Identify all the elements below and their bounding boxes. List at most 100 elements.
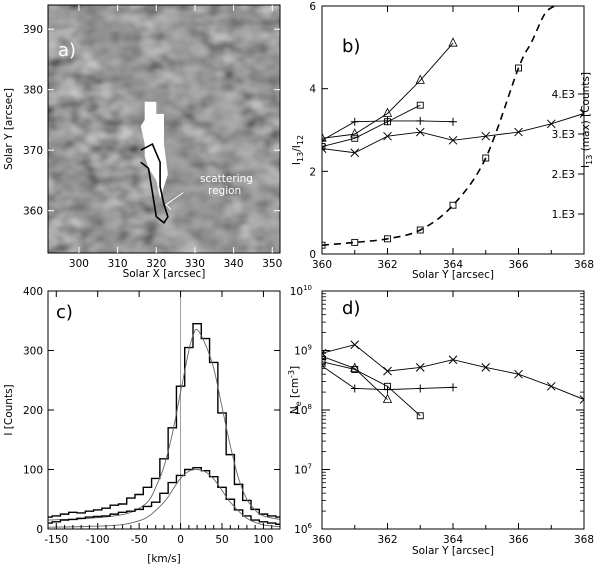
panel-d: 360 362 364 366 368 106 107 108 109 1010 Solar Y… [287, 284, 594, 557]
panel-d-x-tick-label: 362 [377, 534, 397, 546]
ylabel-d-part2: e [294, 401, 303, 406]
panel-b-x-tick-label: 360 [312, 259, 332, 271]
panel-b-series-1-point [351, 134, 359, 142]
panel-c: -150 -100 -50 0 50 100 0 100 200 300 400 [km/s] I… [3, 286, 281, 565]
panel-d-series-3-point [351, 366, 359, 373]
panel-b-x-axis: 360 362 364 366 368 [312, 6, 594, 271]
panel-b-x-tick-label: 364 [443, 259, 463, 271]
panel-b-series-2-point [416, 116, 425, 125]
panel-d-label: d) [342, 298, 360, 319]
panel-c-label: c) [56, 302, 73, 323]
panel-b: 360 362 364 366 368 0 2 4 6 1.E3 2.E3 3.E3 4.E3 So… [291, 1, 594, 281]
panel-d-series-0-point [546, 381, 556, 391]
panel-b-series-3-point [481, 131, 491, 141]
panel-c-y-tick-label: 300 [23, 346, 43, 358]
panel-a-x-tick-label: 350 [262, 258, 282, 270]
panel-d-x-axis: 360 362 364 366 368 [312, 291, 594, 546]
panel-d-series-2-point [382, 393, 393, 403]
panel-b-series-4-point [384, 235, 391, 243]
panel-c-y-axis: 0 100 200 300 400 [23, 286, 280, 536]
scattering-region-contour [140, 142, 169, 224]
panel-b-series-0-point [382, 107, 393, 117]
scattering-region-label-line2: region [208, 185, 241, 197]
panel-c-x-axis: -150 -100 -50 0 50 100 [44, 291, 281, 546]
scattering-region-arrow-head [165, 200, 173, 210]
panel-b-series-0-point [350, 128, 360, 138]
panel-d-x-tick-label: 366 [508, 534, 528, 546]
panel-c-series-2-histogram [48, 467, 280, 525]
panel-d-series-3-point [416, 412, 424, 420]
panel-a-x-tick-label: 300 [69, 258, 89, 270]
panel-b-y2-tick-label: 3.E3 [552, 129, 575, 141]
panel-d-series-3-line [322, 361, 421, 417]
panel-b-series-3-point [579, 109, 584, 118]
panel-d-y-tick-label: 108 [294, 403, 312, 417]
panel-d-y-tick-label: 1010 [290, 284, 312, 298]
panel-b-y2-tick-label: 2.E3 [552, 169, 575, 181]
panel-d-series-0-point [514, 369, 523, 379]
panel-d-series-3-point [384, 382, 391, 390]
y2label-b-part3: (max) [Counts] [580, 72, 592, 155]
panel-b-left-y-axis: 0 2 4 6 [309, 1, 328, 261]
panel-d-y-tick-label: 106 [294, 522, 312, 536]
ylabel-d-part4: -3 [287, 370, 296, 378]
panel-c-series-1-fit [48, 328, 280, 521]
panel-b-y-tick-label: 2 [309, 166, 316, 178]
panel-d-series-2-point [322, 350, 327, 360]
panel-d-series-0-point [415, 363, 425, 372]
panel-a-x-tick-label: 310 [108, 258, 128, 270]
panel-d-frame [321, 290, 585, 530]
panel-b-y2-axis-label: I13 (max) [Counts] [580, 72, 594, 168]
panel-c-x-tick-label: -100 [86, 534, 110, 546]
ylabel-d-part1: N [289, 406, 301, 414]
panel-b-series-3-point [514, 127, 523, 137]
panel-b-x-tick-label: 362 [377, 259, 397, 271]
panel-d-x-tick-label: 364 [443, 534, 463, 546]
panel-a-x-axis-label: Solar X [arcsec] [123, 268, 206, 280]
panel-c-plot-area [48, 291, 280, 529]
panel-b-series-4-point [322, 241, 326, 249]
panel-b-series-3-point [415, 127, 425, 137]
panel-d-series-0-point [448, 355, 458, 365]
ylabel-d-part3: [cm [289, 378, 301, 401]
ylabel-d-part5: ] [289, 366, 301, 370]
panel-b-label: b) [342, 36, 360, 57]
panel-a-frame [47, 4, 281, 254]
panel-c-y-axis-label: I [Counts] [3, 384, 15, 435]
ylabel-b-part3: /I [291, 145, 303, 152]
panel-b-series-0-point [322, 132, 327, 142]
panel-b-y-axis-label: I13/I12 [291, 135, 305, 165]
panel-a-y-tick-label: 390 [23, 24, 43, 36]
panel-c-x-tick-label: 50 [215, 534, 228, 546]
panel-d-x-tick-label: 368 [574, 534, 594, 546]
panel-b-series-0-line [322, 42, 454, 139]
panel-b-series-3-point [322, 144, 327, 153]
panel-d-series-1-point [322, 361, 326, 370]
panel-a-y-axis: 360 370 380 390 [23, 24, 280, 218]
panel-b-series-2-point [449, 117, 457, 126]
panel-a-label: a) [58, 40, 76, 61]
panel-b-series-4-point [449, 201, 457, 209]
panel-d-series-3-point [322, 358, 326, 366]
panel-c-x-tick-label: -50 [131, 534, 148, 546]
panel-d-series-0-point [383, 366, 392, 376]
panel-b-series-3-point [383, 131, 392, 141]
panel-b-series-4-line [322, 6, 556, 246]
panel-a: 300 310 320 330 340 350 360 370 380 390 Solar X … [3, 4, 282, 280]
panel-b-series-1-line [322, 104, 421, 147]
panel-c-y-tick-label: 200 [23, 405, 43, 417]
panel-a-image [48, 5, 280, 253]
panel-d-x-tick-label: 360 [312, 534, 332, 546]
panel-d-y-axis: 106 107 108 109 1010 [290, 284, 584, 536]
panel-c-x-tick-label: -150 [44, 534, 68, 546]
panel-a-x-tick-label: 320 [146, 258, 166, 270]
panel-d-y-tick-label: 109 [294, 344, 312, 358]
panel-d-series-1-point [449, 383, 457, 392]
panel-b-series-3-point [350, 148, 360, 158]
panel-d-series-0-point [350, 340, 360, 350]
panel-c-y-tick-label: 400 [23, 286, 43, 298]
panel-c-x-axis-label: [km/s] [147, 553, 181, 565]
panel-b-series-2-point [322, 136, 326, 145]
panel-d-series-2-point [350, 362, 360, 372]
